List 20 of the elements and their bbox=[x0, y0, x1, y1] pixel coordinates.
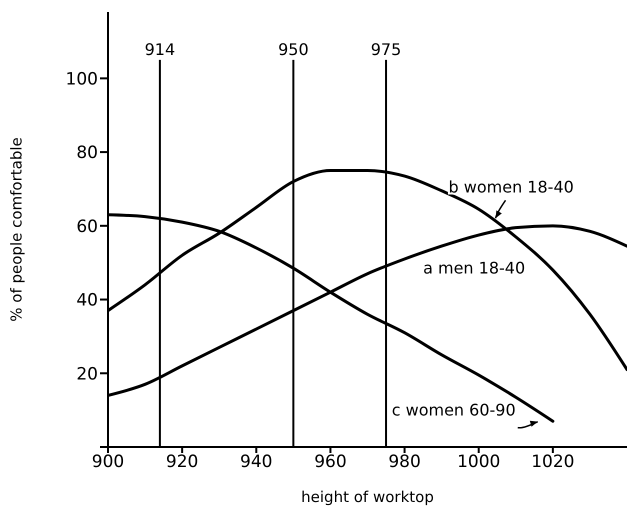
ref-line-label: 914 bbox=[144, 40, 176, 59]
y-tick-label: 60 bbox=[76, 216, 98, 237]
y-axis-title: % of people comfortable bbox=[7, 137, 26, 322]
y-tick-label: 20 bbox=[76, 364, 98, 384]
series-label: a men 18-40 bbox=[423, 258, 526, 278]
y-tick-label: 80 bbox=[76, 143, 98, 164]
x-axis-title: height of worktop bbox=[301, 488, 434, 506]
x-tick-label: 1020 bbox=[531, 452, 574, 472]
x-tick-label: 900 bbox=[92, 452, 124, 472]
x-tick-label: 1000 bbox=[457, 452, 500, 472]
ref-line-label: 975 bbox=[370, 40, 402, 59]
y-tick-label: 40 bbox=[76, 290, 98, 311]
y-tick-label: 100 bbox=[66, 69, 98, 90]
series-label: c women 60-90 bbox=[392, 400, 516, 420]
x-tick-label: 920 bbox=[166, 452, 198, 472]
series-label: b women 18-40 bbox=[448, 177, 574, 196]
x-tick-label: 980 bbox=[388, 452, 421, 472]
x-tick-label: 940 bbox=[240, 452, 273, 472]
ref-line-label: 950 bbox=[278, 40, 309, 59]
x-tick-label: 960 bbox=[314, 452, 347, 472]
